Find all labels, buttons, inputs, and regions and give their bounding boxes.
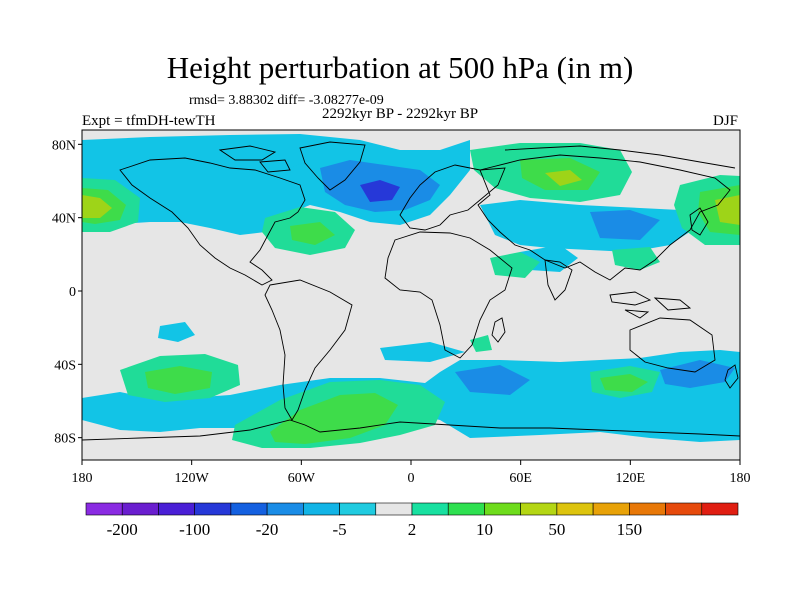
colorbar-swatch	[629, 502, 666, 516]
coastline-madagascar	[491, 317, 506, 343]
colorbar-swatch	[520, 502, 558, 516]
colorbar-swatch	[194, 502, 232, 516]
anomaly-southern-ocean-east	[660, 360, 735, 388]
anomaly-north-america-core	[290, 222, 335, 245]
colorbar-swatch	[484, 502, 521, 516]
colorbar-label: 10	[476, 520, 493, 539]
anomaly-greenland-negative	[240, 145, 310, 168]
colorbar-swatch	[447, 502, 485, 516]
coastline-india	[544, 259, 573, 301]
colorbar-swatch	[556, 502, 594, 516]
colorbar-swatch	[230, 502, 268, 516]
lon-tick-label: 180	[72, 471, 93, 486]
lat-tick-label: 80N	[52, 138, 76, 153]
lat-tick-label: 0	[69, 285, 76, 300]
colorbar-label: -100	[179, 520, 210, 539]
coastlines	[82, 141, 740, 441]
anomaly-field	[82, 130, 740, 460]
coastline-siberia	[504, 145, 736, 169]
anomaly-southern-ocean-core	[455, 365, 530, 395]
anomaly-arabia-positive	[490, 252, 540, 278]
stats-subtitle: rmsd= 3.88302 diff= -3.08277e-09	[189, 93, 384, 108]
colorbar-swatch	[158, 502, 195, 516]
colorbar-label: -20	[256, 520, 279, 539]
coastline-japan	[689, 207, 709, 236]
colorbar-swatch	[266, 502, 304, 516]
coastline-asia	[477, 154, 731, 281]
coastline-arctic-islands	[218, 145, 291, 173]
lon-tick-label: 180	[730, 471, 751, 486]
lat-tick-label: 40S	[54, 358, 76, 373]
lon-tick-label: 120E	[616, 471, 646, 486]
lon-tick-label: 120W	[175, 471, 210, 486]
anomaly-asia-negative	[480, 200, 700, 252]
lat-tick-label: 40N	[52, 212, 76, 227]
coastline-greenland	[299, 141, 366, 191]
anomaly-east-pacific-strong	[82, 195, 112, 218]
longitude-axis: 180 120W 60W 0 60E 120E 180	[72, 460, 751, 486]
colorbar-label: 2	[408, 520, 417, 539]
season-label: DJF	[713, 113, 739, 129]
colorbar-label: -200	[107, 520, 138, 539]
lon-tick-label: 0	[408, 471, 415, 486]
coastline-antarctica	[82, 419, 740, 441]
colorbar-label: -5	[332, 520, 346, 539]
colorbar-swatch	[121, 502, 159, 516]
coastline-australia	[629, 317, 716, 373]
colorbar-swatch	[85, 502, 123, 516]
coastline-north-america	[119, 157, 306, 286]
lon-tick-label: 60E	[509, 471, 532, 486]
coastline-new-zealand	[724, 364, 739, 389]
colorbar	[85, 502, 739, 516]
colorbar-label: 150	[617, 520, 643, 539]
anomaly-west-pacific-strong	[715, 195, 740, 225]
colorbar-labels: -200 -100 -20 -5 2 10 50 150	[107, 520, 642, 539]
colorbar-swatch	[411, 502, 449, 516]
anomaly-siberia-strong	[545, 170, 582, 186]
colorbar-swatch	[701, 502, 739, 516]
coastline-europe	[399, 164, 506, 231]
period-subtitle: 2292kyr BP - 2292kyr BP	[322, 106, 479, 122]
lon-tick-label: 60W	[288, 471, 316, 486]
anomaly-south-indian-core	[600, 374, 648, 392]
anomaly-africa-positive	[470, 335, 492, 352]
latitude-axis: 80N 40N 0 40S 80S	[52, 138, 82, 447]
coastline-africa	[384, 231, 513, 359]
lat-tick-label: 80S	[54, 432, 76, 447]
colorbar-swatch	[375, 502, 413, 516]
coastline-south-america	[264, 279, 353, 421]
anomaly-south-pacific-core	[145, 366, 212, 394]
anomaly-asia-core	[590, 210, 660, 240]
experiment-label: Expt = tfmDH-tewTH	[82, 113, 216, 129]
anomaly-north-atlantic-strong	[360, 180, 400, 202]
anomaly-tropical-pacific-negative	[158, 322, 195, 342]
coastline-maritime-continent	[609, 291, 692, 319]
plot-title: Height perturbation at 500 hPa (in m)	[166, 50, 634, 85]
colorbar-swatch	[665, 502, 703, 516]
anomaly-south-atlantic-core	[270, 393, 398, 444]
anomaly-tropical-atlantic-negative	[380, 342, 465, 362]
colorbar-swatch	[339, 502, 377, 516]
colorbar-label: 50	[548, 520, 565, 539]
colorbar-swatch	[303, 502, 340, 516]
colorbar-swatch	[592, 502, 630, 516]
